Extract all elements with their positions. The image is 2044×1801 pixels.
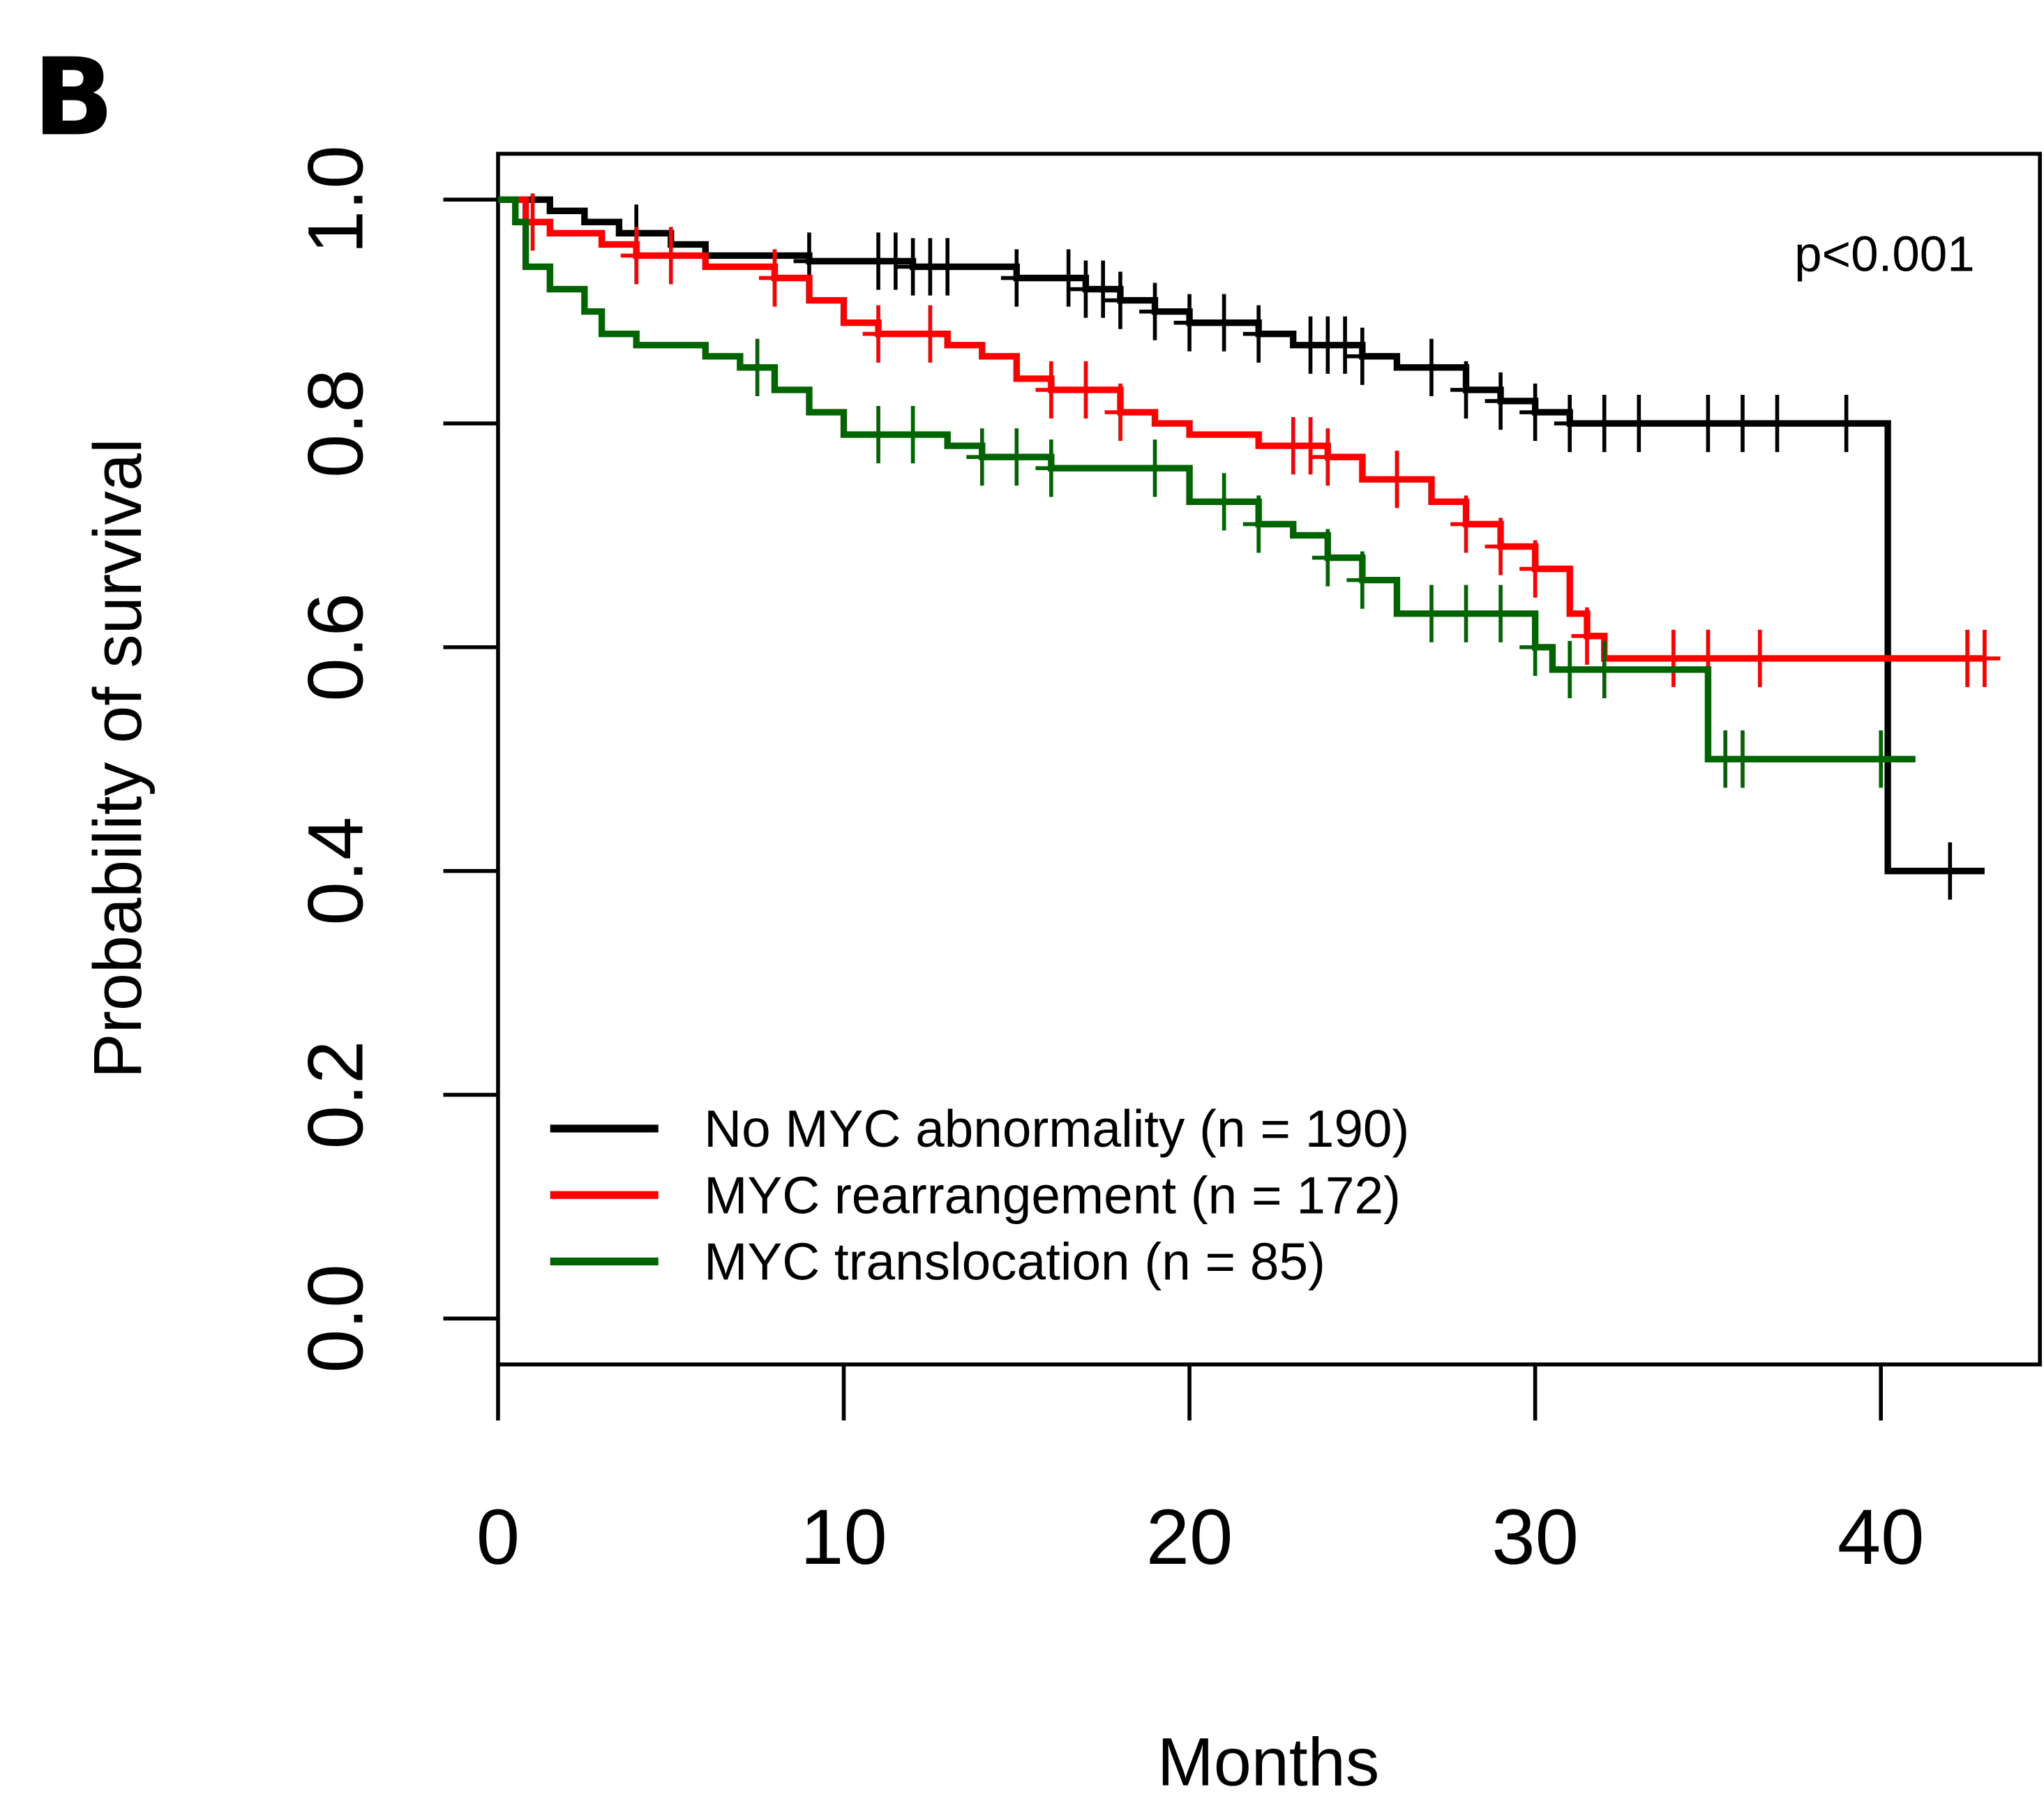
censor-mark <box>758 249 790 307</box>
censor-mark <box>1381 451 1413 508</box>
censor-mark <box>1588 640 1621 699</box>
censor-mark <box>1139 282 1171 340</box>
censor-mark <box>1554 394 1586 453</box>
censor-mark <box>1727 730 1759 788</box>
censor-mark <box>1623 394 1655 453</box>
censor-mark <box>1104 271 1136 329</box>
censor-mark <box>1242 495 1275 553</box>
censor-mark <box>1312 428 1344 486</box>
censor-mark <box>1761 394 1793 453</box>
censor-mark <box>1658 629 1690 688</box>
censor-mark <box>1744 629 1776 688</box>
y-tick-label: 1.0 <box>292 145 380 254</box>
censor-mark <box>1519 540 1551 598</box>
x-tick-label: 30 <box>1491 1493 1579 1581</box>
y-axis-label: Probability of survival <box>80 438 156 1078</box>
x-tick-label: 10 <box>800 1493 887 1581</box>
censor-mark <box>1208 473 1240 531</box>
x-axis-label: Months <box>1157 1724 1380 1800</box>
censor-mark <box>1087 260 1119 318</box>
censor-mark <box>1242 305 1275 363</box>
censor-mark <box>1346 551 1378 609</box>
censor-mark <box>742 338 774 396</box>
censor-mark <box>1035 439 1067 497</box>
censor-mark <box>966 428 998 486</box>
censor-mark <box>1053 249 1085 307</box>
legend-label: MYC translocation (n = 85) <box>704 1233 1325 1291</box>
censor-mark <box>1069 361 1102 419</box>
censor-mark <box>1865 730 1897 788</box>
censor-mark <box>1519 618 1551 676</box>
censor-mark <box>1312 529 1344 587</box>
censor-mark <box>1000 249 1032 307</box>
censor-mark <box>1295 417 1326 475</box>
plot-frame <box>496 151 2042 1366</box>
censor-mark <box>897 405 929 464</box>
censor-mark <box>1727 394 1759 453</box>
censor-mark <box>1485 518 1517 575</box>
censor-mark <box>862 405 894 464</box>
censor-mark <box>1208 294 1240 352</box>
censor-mark <box>880 232 912 290</box>
censor-mark <box>1831 394 1863 453</box>
legend-label: No MYC abnormality (n = 190) <box>704 1099 1409 1158</box>
censor-mark <box>1934 842 1966 900</box>
censor-mark <box>1450 585 1482 642</box>
censor-mark <box>655 227 687 285</box>
x-tick-label: 0 <box>476 1493 520 1581</box>
y-tick-label: 0.6 <box>292 593 380 702</box>
censor-mark <box>1969 629 2001 688</box>
censor-mark <box>1485 585 1517 642</box>
survival-curve <box>497 196 1985 875</box>
censor-mark <box>1415 338 1448 396</box>
y-tick-label: 0.8 <box>292 369 380 478</box>
censor-mark <box>1035 361 1067 419</box>
x-tick-label: 40 <box>1838 1493 1925 1581</box>
legend-label: MYC rearrangement (n = 172) <box>704 1166 1401 1224</box>
censor-mark <box>1554 640 1586 699</box>
censor-mark <box>1485 372 1517 430</box>
panel-label: B <box>33 36 114 160</box>
y-tick-label: 0.2 <box>292 1041 380 1150</box>
censor-mark <box>1519 383 1551 442</box>
censor-mark <box>1571 607 1603 665</box>
censor-mark <box>1692 394 1724 453</box>
censor-mark <box>620 227 652 285</box>
x-tick-label: 20 <box>1146 1493 1233 1581</box>
y-tick-label: 0.0 <box>292 1264 380 1373</box>
censor-mark <box>1104 383 1136 442</box>
survival-curve <box>497 196 1985 662</box>
censor-mark <box>1415 585 1448 642</box>
censor-mark <box>1329 316 1361 374</box>
censor-mark <box>1588 394 1621 453</box>
censor-mark <box>1139 439 1171 497</box>
censor-mark <box>1000 428 1032 486</box>
censor-mark <box>1173 294 1205 352</box>
survival-curve <box>497 196 1916 762</box>
censor-mark <box>1450 361 1482 419</box>
censor-mark <box>1346 327 1378 385</box>
censor-mark <box>914 305 946 363</box>
censor-mark <box>862 305 894 363</box>
censor-mark <box>1450 495 1482 553</box>
p-value: p<0.001 <box>1794 227 1975 282</box>
censor-mark <box>931 238 963 296</box>
y-tick-label: 0.4 <box>292 817 380 926</box>
